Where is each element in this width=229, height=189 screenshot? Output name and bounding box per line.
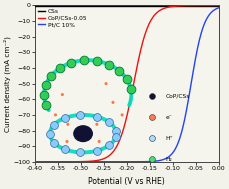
Point — [125, 78, 129, 81]
Point — [66, 123, 70, 126]
Point — [104, 82, 108, 85]
Point — [52, 123, 56, 126]
Point — [42, 94, 46, 97]
Point — [95, 115, 98, 118]
Point — [114, 129, 118, 132]
Point — [52, 141, 56, 144]
Point — [79, 151, 82, 154]
Point — [58, 67, 62, 70]
Point — [107, 144, 111, 147]
Point — [63, 116, 67, 119]
Point — [118, 69, 121, 72]
Point — [120, 113, 124, 116]
Point — [129, 88, 133, 91]
Text: e⁻: e⁻ — [165, 115, 172, 120]
Point — [44, 104, 48, 107]
Point — [49, 74, 53, 77]
Legend: CSs, CoP/CSs-0.05, Pt/C 10%: CSs, CoP/CSs-0.05, Pt/C 10% — [38, 8, 88, 28]
Point — [79, 113, 82, 116]
Text: CoP/CSs: CoP/CSs — [165, 94, 190, 99]
Point — [63, 148, 67, 151]
Ellipse shape — [74, 126, 92, 142]
Point — [69, 61, 73, 64]
Point — [65, 140, 69, 143]
Text: H₂: H₂ — [165, 157, 172, 162]
Point — [48, 132, 52, 135]
Point — [95, 149, 98, 152]
X-axis label: Potential (V vs RHE): Potential (V vs RHE) — [88, 177, 165, 186]
Y-axis label: Current density (mA cm⁻²): Current density (mA cm⁻²) — [3, 36, 11, 132]
Point — [95, 123, 99, 126]
Point — [44, 83, 48, 86]
Point — [107, 63, 111, 66]
Point — [60, 93, 64, 96]
Point — [82, 59, 86, 62]
Point — [95, 60, 99, 63]
Point — [114, 135, 118, 138]
Text: H⁺: H⁺ — [165, 136, 173, 141]
Point — [111, 101, 115, 104]
Point — [54, 113, 57, 116]
Point — [107, 121, 111, 124]
Point — [97, 140, 101, 143]
